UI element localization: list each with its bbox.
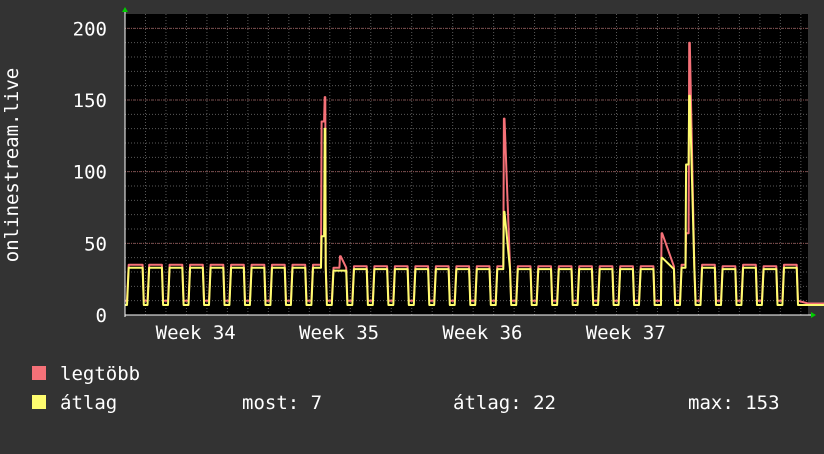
legend-item-avg: átlag [32,393,117,413]
legend-label-max: legtöbb [60,363,141,385]
x-tick-label: Week 36 [442,322,522,344]
legend-label-avg: átlag [60,392,118,414]
chart-svg: 0 50 100 150 200 Week 34 Week 35 Week 36 Week 37… [1,7,824,344]
y-tick-label: 200 [73,18,107,40]
label-layer: 0 50 100 150 200 Week 34 Week 35 Week 36 Week 37… [1,18,666,344]
y-axis-arrow [122,7,128,12]
y-tick-label: 100 [73,162,107,184]
legend-swatch-max [32,366,46,380]
y-axis-title: onlinestream.live [1,68,23,262]
series-layer [125,41,824,306]
y-tick-label: 50 [84,233,107,255]
series-line-atlag [125,94,824,306]
stat-max: max: 153 [688,392,780,414]
legend-item-max: legtöbb [32,364,140,384]
y-tick-label: 150 [73,90,107,112]
legend-swatch-avg [32,395,46,409]
x-tick-label: Week 35 [299,322,379,344]
stat-avg: átlag: 22 [453,392,556,414]
stat-now: most: 7 [242,392,323,414]
x-axis-arrow [811,312,816,318]
x-tick-label: Week 37 [586,322,666,344]
y-tick-label: 0 [96,305,107,327]
x-tick-label: Week 34 [156,322,236,344]
axis-layer [122,7,816,318]
